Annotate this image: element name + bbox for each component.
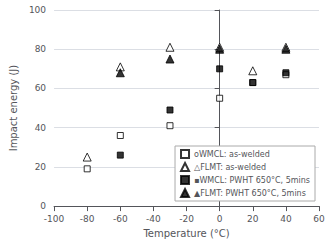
svg-text:60: 60 (313, 214, 325, 224)
svg-text:Impact energy (J): Impact energy (J) (8, 65, 19, 152)
svg-text:-60: -60 (113, 214, 128, 224)
svg-text:80: 80 (35, 44, 47, 54)
svg-text:0: 0 (217, 214, 223, 224)
svg-text:-20: -20 (179, 214, 194, 224)
svg-text:100: 100 (29, 5, 46, 15)
svg-text:-40: -40 (146, 214, 161, 224)
svg-text:20: 20 (35, 162, 47, 172)
svg-text:0: 0 (40, 201, 46, 211)
svg-text:60: 60 (35, 83, 47, 93)
svg-text:20: 20 (247, 214, 259, 224)
svg-text:△FLMT: as-welded: △FLMT: as-welded (194, 163, 266, 172)
svg-text:▲FLMT: PWHT 650°C, 5mins: ▲FLMT: PWHT 650°C, 5mins (194, 189, 306, 198)
svg-text:40: 40 (35, 123, 47, 133)
svg-text:-80: -80 (80, 214, 95, 224)
svg-text:40: 40 (280, 214, 292, 224)
svg-text:Temperature (°C): Temperature (°C) (142, 228, 229, 239)
svg-text:▪WMCL: PWHT 650°C, 5mins: ▪WMCL: PWHT 650°C, 5mins (194, 176, 310, 185)
svg-text:oWMCL: as-welded: oWMCL: as-welded (194, 150, 270, 159)
svg-text:-100: -100 (44, 214, 65, 224)
